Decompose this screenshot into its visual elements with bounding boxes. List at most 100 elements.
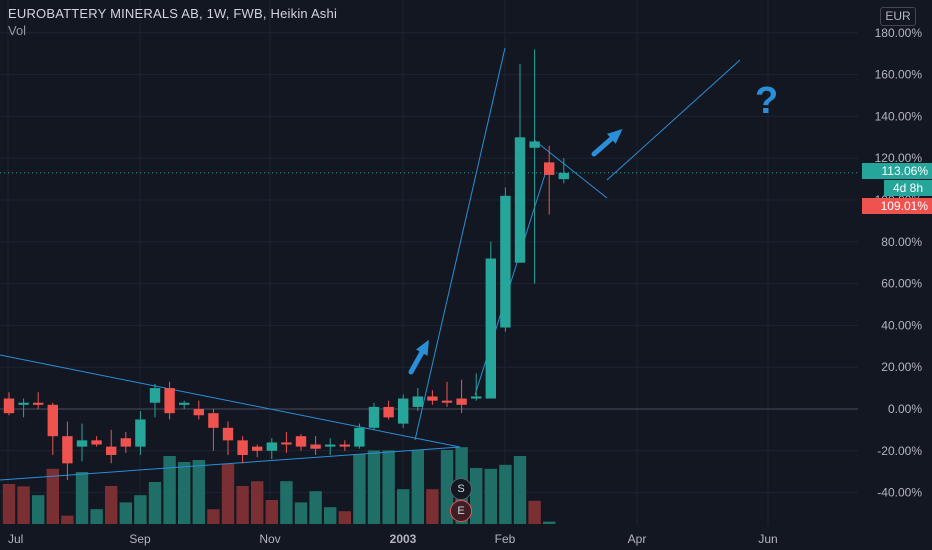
candle xyxy=(266,438,277,460)
candle xyxy=(441,381,453,407)
arrow-head xyxy=(607,129,623,144)
y-tick-label: 0.00% xyxy=(888,402,922,416)
candle-body xyxy=(427,396,438,401)
y-tick-label: -20.00% xyxy=(877,444,922,458)
candle xyxy=(106,429,117,464)
candle-body xyxy=(76,440,88,447)
candle-body xyxy=(354,427,365,447)
candle-body xyxy=(368,406,380,428)
earnings-marker[interactable]: E xyxy=(450,500,472,522)
volume-bar xyxy=(75,472,89,524)
volume-bar xyxy=(353,454,366,524)
last-price-tag: 113.06% xyxy=(862,163,932,179)
candle-body xyxy=(544,162,555,175)
y-tick-label: -40.00% xyxy=(877,486,922,500)
price-axis: -40.00% -20.00% 0.00% 20.00% 40.00% 60.00% 80.… xyxy=(858,0,932,550)
candle xyxy=(544,145,555,215)
candle xyxy=(91,436,102,447)
volume-bar xyxy=(236,486,249,524)
candle xyxy=(76,423,88,462)
candle xyxy=(514,64,526,263)
volume-bar xyxy=(90,509,103,524)
volume-indicator-label[interactable]: Vol xyxy=(8,23,27,38)
candle-body xyxy=(3,398,15,414)
candle-body xyxy=(222,427,234,441)
volume-bar xyxy=(134,495,147,524)
candle-body xyxy=(514,137,526,263)
heikin-ashi-candles xyxy=(3,49,569,481)
candle xyxy=(193,400,204,420)
candle-body xyxy=(471,396,482,399)
candle-body xyxy=(193,409,204,416)
volume-bar xyxy=(2,484,16,524)
x-tick-label: 2003 xyxy=(390,532,417,546)
candle xyxy=(398,394,409,428)
currency-selector[interactable]: EUR xyxy=(880,7,916,26)
y-tick-label: 160.00% xyxy=(875,68,923,82)
candle xyxy=(18,398,29,418)
splits-marker[interactable]: S xyxy=(450,478,472,500)
x-tick-label: Jun xyxy=(758,532,777,546)
candle-body xyxy=(179,402,190,405)
time-axis: Jul Sep Nov 2003 Feb Apr Jun xyxy=(0,526,932,550)
candle-body xyxy=(398,398,409,424)
volume-bar xyxy=(309,491,322,524)
volume-bar xyxy=(46,468,59,524)
candle-body xyxy=(62,436,73,464)
candle-body xyxy=(281,442,292,445)
volume-bar xyxy=(119,502,132,524)
projection-up-line xyxy=(606,59,741,181)
volume-bar xyxy=(32,495,45,524)
candle-body xyxy=(164,388,175,414)
bar-countdown-tag: 4d 8h xyxy=(884,180,932,196)
previous-close-tag: 109.01% xyxy=(862,198,932,214)
x-tick-label: Sep xyxy=(129,532,151,546)
channel-left-line xyxy=(414,47,506,441)
volume-bar xyxy=(324,507,337,524)
volume-bar xyxy=(382,450,395,524)
volume-bar xyxy=(251,481,264,524)
candle xyxy=(339,440,350,451)
candle-body xyxy=(91,440,102,445)
candle-body xyxy=(135,419,146,447)
candle-body xyxy=(208,413,219,428)
candle-body xyxy=(383,406,394,418)
candle-body xyxy=(339,444,350,447)
candle-body xyxy=(33,402,44,405)
candle xyxy=(237,436,248,464)
volume-bar xyxy=(280,481,293,524)
candle-body xyxy=(18,402,29,405)
volume-bar xyxy=(426,489,439,524)
trend-drawings xyxy=(0,47,741,481)
volume-bar xyxy=(221,464,235,524)
candle xyxy=(208,409,219,451)
y-tick-label: 20.00% xyxy=(881,360,922,374)
volume-bars xyxy=(2,447,556,524)
question-mark-annotation[interactable]: ? xyxy=(755,80,779,122)
candle-body xyxy=(47,404,58,437)
volume-bar xyxy=(148,482,162,524)
candle-body xyxy=(310,444,321,449)
volume-bar xyxy=(105,486,118,524)
candle xyxy=(120,431,131,453)
x-tick-label: Jul xyxy=(8,532,23,546)
x-tick-label: Feb xyxy=(495,532,516,546)
volume-bar xyxy=(470,468,483,524)
candle xyxy=(62,421,73,481)
candle-body xyxy=(558,172,569,180)
candle-body xyxy=(412,396,423,407)
volume-bar xyxy=(192,460,205,524)
volume-bar xyxy=(411,450,424,524)
candle xyxy=(427,390,438,405)
candle xyxy=(47,402,58,455)
volume-bar xyxy=(207,509,220,524)
candle xyxy=(529,49,540,284)
candle xyxy=(33,392,44,409)
candle-body xyxy=(500,195,511,328)
volume-bar xyxy=(17,486,30,524)
volume-bar xyxy=(178,462,191,524)
volume-bar xyxy=(265,500,278,524)
volume-bar xyxy=(61,515,74,524)
candle xyxy=(500,187,511,332)
